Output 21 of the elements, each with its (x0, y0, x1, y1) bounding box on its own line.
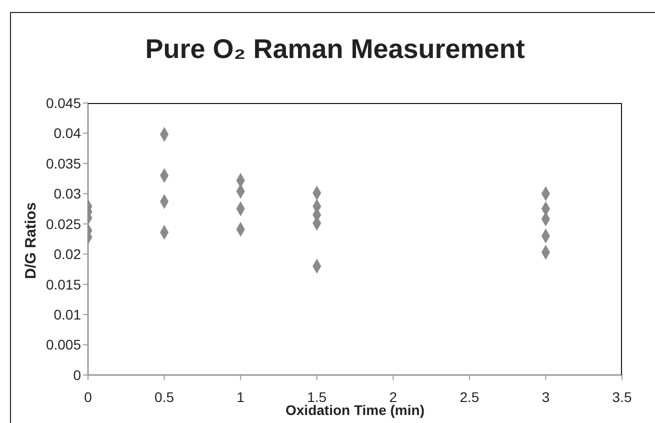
y-tick-label: 0.015 (46, 276, 82, 292)
y-tick-label: 0.02 (54, 246, 82, 262)
y-tick-label: 0.045 (46, 94, 82, 111)
x-tick-label: 2 (389, 388, 398, 405)
x-tick-label: 1 (236, 388, 245, 405)
x-tick-label: 0.5 (154, 388, 174, 405)
y-tick-label: 0.04 (54, 125, 82, 142)
x-tick-label: 1.5 (307, 388, 327, 405)
x-tick-label: 3 (542, 388, 550, 405)
y-tick-label: 0 (73, 366, 82, 383)
x-axis-title: Oxidation Time (min) (286, 402, 424, 418)
y-axis-title: D/G Ratios (22, 202, 40, 279)
y-tick-label: 0.035 (46, 155, 82, 172)
x-tick-label: 3.5 (612, 388, 632, 405)
y-tick-label: 0.01 (54, 306, 82, 323)
y-tick-label: 0.03 (54, 186, 82, 202)
x-tick-label: 0 (84, 388, 92, 405)
chart-title: Pure O₂ Raman Measurement (144, 34, 526, 65)
y-tick-label: 0.005 (46, 336, 82, 353)
x-tick-label: 2.5 (460, 388, 480, 405)
y-tick-label: 0.025 (46, 216, 82, 232)
